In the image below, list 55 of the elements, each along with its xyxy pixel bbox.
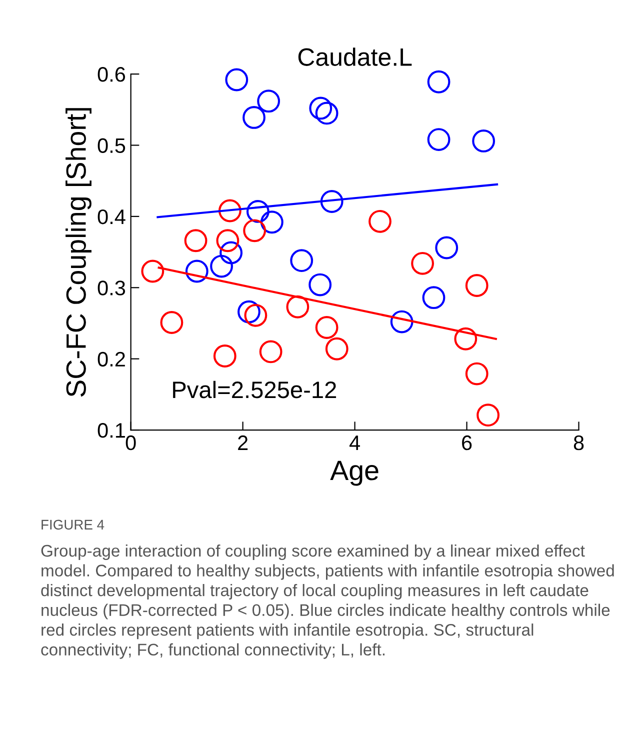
point [476,404,500,427]
point [218,199,242,222]
x-tick-label: 4 [349,436,360,450]
point [290,249,314,272]
chart-title: Caudate.L [298,48,412,66]
point [259,340,282,364]
y-tick-label: 0.6 [98,67,126,82]
point [309,96,332,120]
point [390,310,414,334]
x-tick-label: 2 [238,435,248,450]
point [244,304,268,327]
point [210,254,233,278]
point [184,229,208,252]
point [427,70,450,94]
point [213,344,236,368]
point [435,236,458,260]
annotation: Pval=2.525e-12 [173,380,336,398]
point [246,200,270,223]
point [160,311,184,334]
point [325,337,348,360]
point [465,274,488,297]
point [315,316,338,339]
point [225,68,248,92]
point [368,210,392,233]
x-tick-label: 6 [462,435,472,450]
point [308,273,332,296]
point [472,130,496,152]
point [220,241,243,264]
x-tick-label: 8 [574,435,584,450]
point [238,300,260,324]
point [411,252,434,275]
y-tick-label: 0.3 [98,280,126,296]
x-axis-title: Age [330,460,378,486]
y-tick-label: 0.4 [98,209,126,224]
point [141,260,164,283]
point [242,106,266,129]
point [465,362,488,386]
caption: FIGURE 4 [42,520,104,530]
point [286,295,310,318]
text: Group-age interaction of coupling score examined by a linear mixed effect model. Compared to healthy subjects, patients with infantile esotropia showed distinct developmental trajectory of local coupling measures in left caudate nucleus (FDR-corrected P < 0.05). Blue circles indicate healthy controls while red circles represent patients with infantile esotropia. SC, structural connectivity; FC, functional connectivity; L, left. [41,544,614,659]
point [185,260,208,283]
point [216,229,240,252]
point [260,210,284,234]
point [454,327,478,350]
y-tick-label: 0.2 [98,352,125,367]
x-tick-label: 0 [126,435,136,450]
y-tick-label: 0.5 [98,138,126,153]
point [315,102,338,125]
point [257,90,280,113]
y-axis-title: SC-FC Coupling [Short] [66,108,92,397]
y-tick-label: 0.1 [98,423,125,438]
point [320,190,344,213]
point [243,219,266,242]
point [427,128,450,152]
point [422,286,446,310]
